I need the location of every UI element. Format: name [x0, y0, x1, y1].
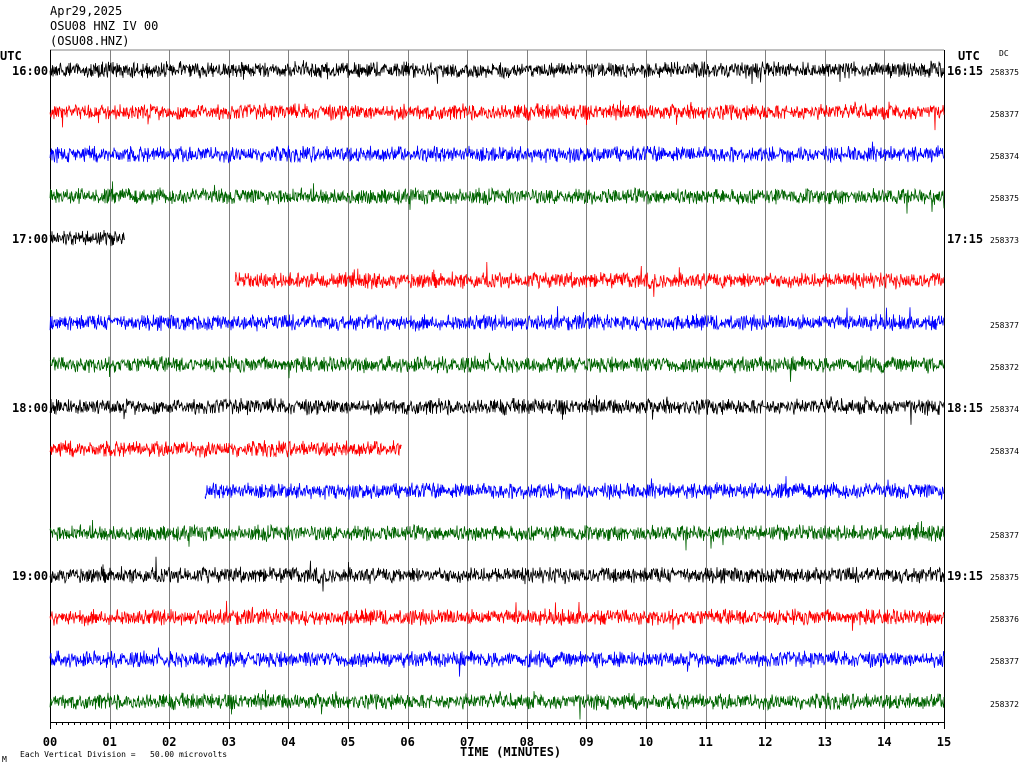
dc-value: 258372 — [990, 699, 1019, 709]
trace-row-8 — [49, 395, 945, 425]
x-tick-label-07: 07 — [460, 735, 474, 749]
trace-row-1 — [49, 100, 945, 131]
hour-label-right: 18:15 — [947, 400, 984, 415]
dc-value: 258377 — [990, 110, 1019, 120]
hour-label-right: 16:15 — [947, 64, 984, 78]
hour-label-right: 19:15 — [947, 569, 984, 584]
trace-row-5 — [234, 261, 945, 297]
hour-label-left: 16:00 — [12, 64, 49, 78]
dc-value: 258374 — [990, 404, 1019, 414]
x-tick-label-12: 12 — [758, 735, 772, 749]
x-axis-title: TIME (MINUTES) — [460, 745, 562, 759]
hour-label-left: 19:00 — [12, 569, 49, 584]
x-tick-label-13: 13 — [818, 735, 832, 749]
dc-value: 258375 — [990, 194, 1019, 204]
header-station: OSU08 HNZ IV 00 — [50, 19, 159, 33]
x-tick-label-15: 15 — [937, 735, 951, 749]
header-channel: (OSU08.HNZ) — [50, 34, 130, 48]
plot-grid — [50, 49, 945, 722]
dc-value: 258372 — [990, 362, 1019, 372]
trace-row-2 — [49, 141, 945, 164]
dc-value: 258377 — [990, 320, 1019, 330]
dc-value: 258374 — [990, 446, 1019, 456]
x-tick-label-09: 09 — [579, 735, 593, 749]
trace-row-9 — [49, 440, 402, 459]
x-tick-label-14: 14 — [877, 735, 891, 749]
x-tick-label-02: 02 — [162, 735, 176, 749]
trace-row-13 — [49, 600, 945, 631]
left-utc-label: UTC — [0, 49, 22, 63]
x-tick-label-10: 10 — [639, 735, 653, 749]
dc-value: 258377 — [990, 657, 1019, 667]
trace-row-3 — [49, 181, 945, 214]
x-tick-label-06: 06 — [400, 735, 414, 749]
hour-label-left: 17:00 — [12, 232, 49, 247]
right-utc-label: UTC — [958, 49, 980, 63]
dc-value: 258377 — [990, 531, 1019, 541]
x-tick-label-11: 11 — [698, 735, 712, 749]
dc-value: 258373 — [990, 236, 1019, 246]
dc-value: 258376 — [990, 615, 1019, 625]
trace-row-7 — [49, 352, 945, 382]
x-tick-label-05: 05 — [341, 735, 355, 749]
x-tick-label-04: 04 — [281, 735, 295, 749]
time-axis: 00 01 02 03 04 05 06 07 08 09 10 11 12 13 14 15 — [43, 722, 951, 749]
trace-row-4 — [49, 229, 125, 247]
hour-label-left: 18:00 — [12, 400, 49, 415]
x-tick-label-00: 00 — [43, 735, 57, 749]
footer-scale-note: Each Vertical Division = 50.00 microvolt… — [20, 750, 228, 759]
trace-row-15 — [49, 689, 945, 720]
plot-traces — [49, 60, 945, 720]
footer-mark: M — [2, 755, 7, 764]
x-tick-label-08: 08 — [520, 735, 534, 749]
trace-row-6 — [49, 306, 945, 332]
trace-row-11 — [49, 519, 945, 551]
dc-value: 258375 — [990, 573, 1019, 583]
hour-label-right: 17:15 — [947, 232, 984, 247]
trace-row-14 — [49, 647, 945, 677]
x-tick-label-03: 03 — [222, 735, 236, 749]
trace-row-10 — [204, 476, 945, 500]
trace-row-0 — [49, 60, 945, 85]
dc-value: 258374 — [990, 152, 1019, 162]
header-date: Apr29,2025 — [50, 4, 123, 18]
dc-value: 258375 — [990, 68, 1019, 77]
dc-label: DC — [999, 49, 1009, 58]
x-tick-label-01: 01 — [102, 735, 116, 749]
trace-row-12 — [49, 556, 945, 592]
